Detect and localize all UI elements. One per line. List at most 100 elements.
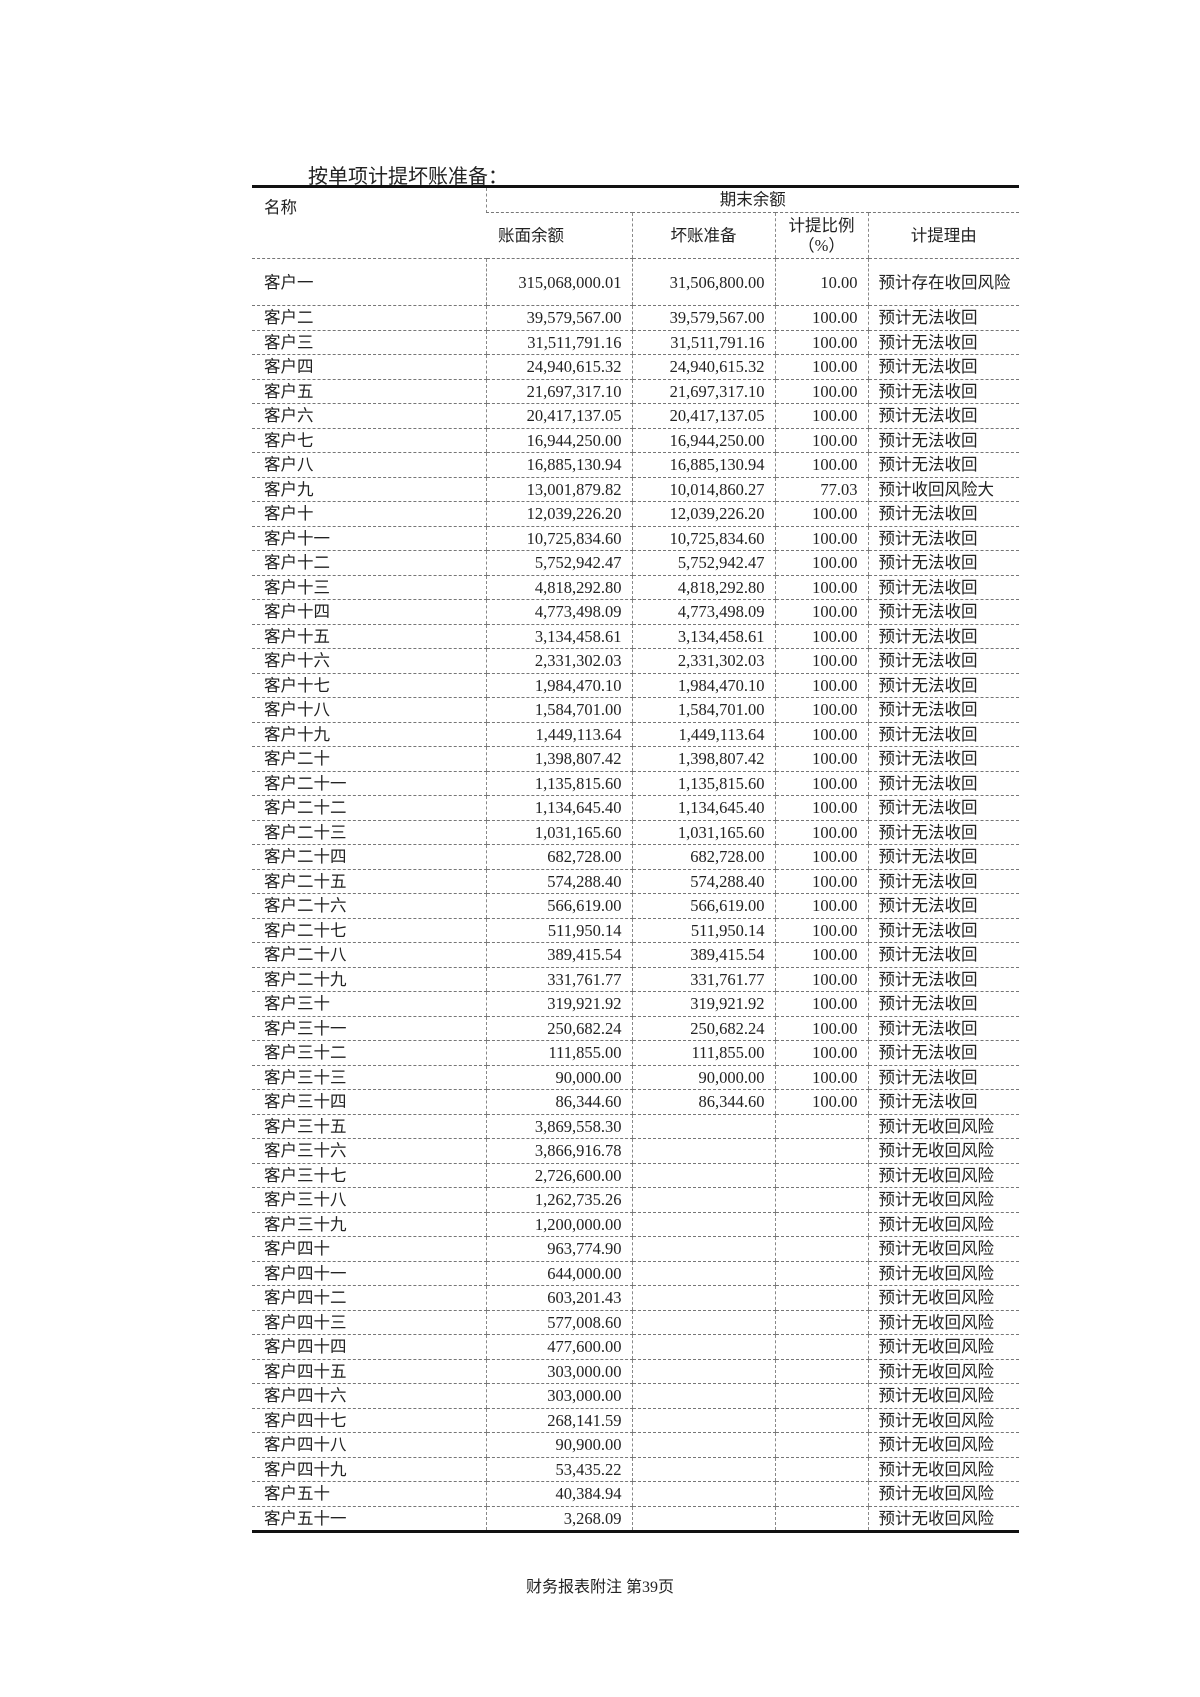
book-balance: 566,619.00 bbox=[485, 893, 632, 919]
table-row: 客户二十 1,398,807.42 1,398,807.42 100.00 预计无法收回 bbox=[252, 746, 1019, 772]
customer-name: 客户二十二 bbox=[252, 795, 486, 821]
bad-debt-provision: 4,818,292.80 bbox=[631, 575, 775, 600]
table-row: 客户二十二 1,134,645.40 1,134,645.40 100.00 预计无法收… bbox=[252, 795, 1019, 821]
book-balance: 389,415.54 bbox=[485, 942, 632, 968]
provision-ratio bbox=[774, 1163, 868, 1188]
provision-ratio: 100.00 bbox=[774, 795, 868, 821]
customer-name: 客户三 bbox=[252, 330, 486, 355]
book-balance: 39,579,567.00 bbox=[485, 305, 632, 331]
table-row: 客户四十九 53,435.22 预计无收回风险 bbox=[252, 1457, 1019, 1482]
bad-debt-provision bbox=[631, 1481, 775, 1507]
book-balance: 10,725,834.60 bbox=[485, 526, 632, 551]
bad-debt-provision: 24,940,615.32 bbox=[631, 354, 775, 380]
table-row: 客户十六 2,331,302.03 2,331,302.03 100.00 预计无法收回 bbox=[252, 648, 1019, 674]
provision-ratio bbox=[774, 1310, 868, 1335]
provision-ratio: 100.00 bbox=[774, 967, 868, 992]
provision-ratio bbox=[774, 1359, 868, 1384]
provision-reason: 预计无收回风险 bbox=[867, 1457, 1019, 1482]
customer-name: 客户五十一 bbox=[252, 1506, 486, 1532]
bad-debt-provision: 682,728.00 bbox=[631, 844, 775, 870]
provision-reason: 预计无收回风险 bbox=[867, 1359, 1019, 1384]
customer-name: 客户四十八 bbox=[252, 1432, 486, 1458]
table-row: 客户五十一 3,268.09 预计无收回风险 bbox=[252, 1506, 1019, 1532]
provision-reason: 预计无收回风险 bbox=[867, 1261, 1019, 1286]
provision-ratio: 100.00 bbox=[774, 624, 868, 649]
provision-reason: 预计无法收回 bbox=[867, 330, 1019, 355]
provision-ratio: 100.00 bbox=[774, 991, 868, 1017]
provision-reason: 预计无法收回 bbox=[867, 673, 1019, 698]
book-balance: 477,600.00 bbox=[485, 1334, 632, 1360]
customer-name: 客户二 bbox=[252, 305, 486, 331]
provision-ratio: 100.00 bbox=[774, 428, 868, 453]
bad-debt-provision bbox=[631, 1334, 775, 1360]
provision-reason: 预计无法收回 bbox=[867, 869, 1019, 894]
provision-ratio bbox=[774, 1334, 868, 1360]
book-balance: 3,268.09 bbox=[485, 1506, 632, 1532]
provision-ratio bbox=[774, 1261, 868, 1286]
provision-reason: 预计无法收回 bbox=[867, 526, 1019, 551]
table-row: 客户十五 3,134,458.61 3,134,458.61 100.00 预计无法收回 bbox=[252, 624, 1019, 649]
bad-debt-provision: 566,619.00 bbox=[631, 893, 775, 919]
bad-debt-provision: 250,682.24 bbox=[631, 1016, 775, 1041]
customer-name: 客户六 bbox=[252, 403, 486, 429]
book-balance: 4,818,292.80 bbox=[485, 575, 632, 600]
provision-ratio: 100.00 bbox=[774, 1016, 868, 1041]
provision-reason: 预计无法收回 bbox=[867, 379, 1019, 404]
provision-reason: 预计无法收回 bbox=[867, 1016, 1019, 1041]
provision-ratio bbox=[774, 1457, 868, 1482]
book-balance: 16,944,250.00 bbox=[485, 428, 632, 453]
header-bad-debt-provision: 坏账准备 bbox=[631, 212, 775, 259]
customer-name: 客户二十五 bbox=[252, 869, 486, 894]
book-balance: 1,135,815.60 bbox=[485, 771, 632, 796]
customer-name: 客户三十二 bbox=[252, 1040, 486, 1066]
table-row: 客户三十三 90,000.00 90,000.00 100.00 预计无法收回 bbox=[252, 1065, 1019, 1090]
book-balance: 2,726,600.00 bbox=[485, 1163, 632, 1188]
provision-reason: 预计无法收回 bbox=[867, 452, 1019, 478]
provision-reason: 预计无收回风险 bbox=[867, 1506, 1019, 1532]
provision-reason: 预计无收回风险 bbox=[867, 1236, 1019, 1262]
provision-reason: 预计无收回风险 bbox=[867, 1285, 1019, 1311]
customer-name: 客户三十五 bbox=[252, 1114, 486, 1139]
bad-debt-provision: 319,921.92 bbox=[631, 991, 775, 1017]
customer-name: 客户五十 bbox=[252, 1481, 486, 1507]
provision-ratio: 100.00 bbox=[774, 648, 868, 674]
provision-reason: 预计无法收回 bbox=[867, 746, 1019, 772]
customer-name: 客户十三 bbox=[252, 575, 486, 600]
customer-name: 客户十七 bbox=[252, 673, 486, 698]
book-balance: 1,584,701.00 bbox=[485, 697, 632, 723]
table-row: 客户二十八 389,415.54 389,415.54 100.00 预计无法收回 bbox=[252, 942, 1019, 968]
table-row: 客户四十七 268,141.59 预计无收回风险 bbox=[252, 1408, 1019, 1433]
bad-debt-provision bbox=[631, 1310, 775, 1335]
provision-reason: 预计无法收回 bbox=[867, 991, 1019, 1017]
customer-name: 客户二十一 bbox=[252, 771, 486, 796]
provision-reason: 预计无法收回 bbox=[867, 575, 1019, 600]
provision-ratio: 100.00 bbox=[774, 501, 868, 527]
provision-reason: 预计无法收回 bbox=[867, 428, 1019, 453]
table-row: 客户十一 10,725,834.60 10,725,834.60 100.00 预计无法… bbox=[252, 526, 1019, 551]
book-balance: 3,134,458.61 bbox=[485, 624, 632, 649]
bad-debt-provision bbox=[631, 1383, 775, 1409]
bad-debt-provision: 10,725,834.60 bbox=[631, 526, 775, 551]
customer-name: 客户二十七 bbox=[252, 918, 486, 943]
bad-debt-provision: 12,039,226.20 bbox=[631, 501, 775, 527]
section-title: 按单项计提坏账准备： bbox=[308, 166, 508, 188]
customer-name: 客户十八 bbox=[252, 697, 486, 723]
table-body: 客户一 315,068,000.01 31,506,800.00 10.00 预计存在收… bbox=[252, 258, 1019, 1532]
provision-ratio: 100.00 bbox=[774, 844, 868, 870]
book-balance: 574,288.40 bbox=[485, 869, 632, 894]
book-balance: 577,008.60 bbox=[485, 1310, 632, 1335]
provision-ratio bbox=[774, 1138, 868, 1164]
provision-ratio: 100.00 bbox=[774, 1065, 868, 1090]
bad-debt-provision: 511,950.14 bbox=[631, 918, 775, 943]
customer-name: 客户四十 bbox=[252, 1236, 486, 1262]
table-row: 客户二十三 1,031,165.60 1,031,165.60 100.00 预计无法收… bbox=[252, 820, 1019, 845]
book-balance: 250,682.24 bbox=[485, 1016, 632, 1041]
table-row: 客户三 31,511,791.16 31,511,791.16 100.00 预计无法收… bbox=[252, 330, 1019, 355]
provision-reason: 预计无收回风险 bbox=[867, 1383, 1019, 1409]
provision-ratio: 77.03 bbox=[774, 477, 868, 502]
provision-ratio: 100.00 bbox=[774, 1040, 868, 1066]
provision-reason: 预计无法收回 bbox=[867, 599, 1019, 625]
customer-name: 客户四十四 bbox=[252, 1334, 486, 1360]
bad-debt-provision: 21,697,317.10 bbox=[631, 379, 775, 404]
bad-debt-provision bbox=[631, 1138, 775, 1164]
